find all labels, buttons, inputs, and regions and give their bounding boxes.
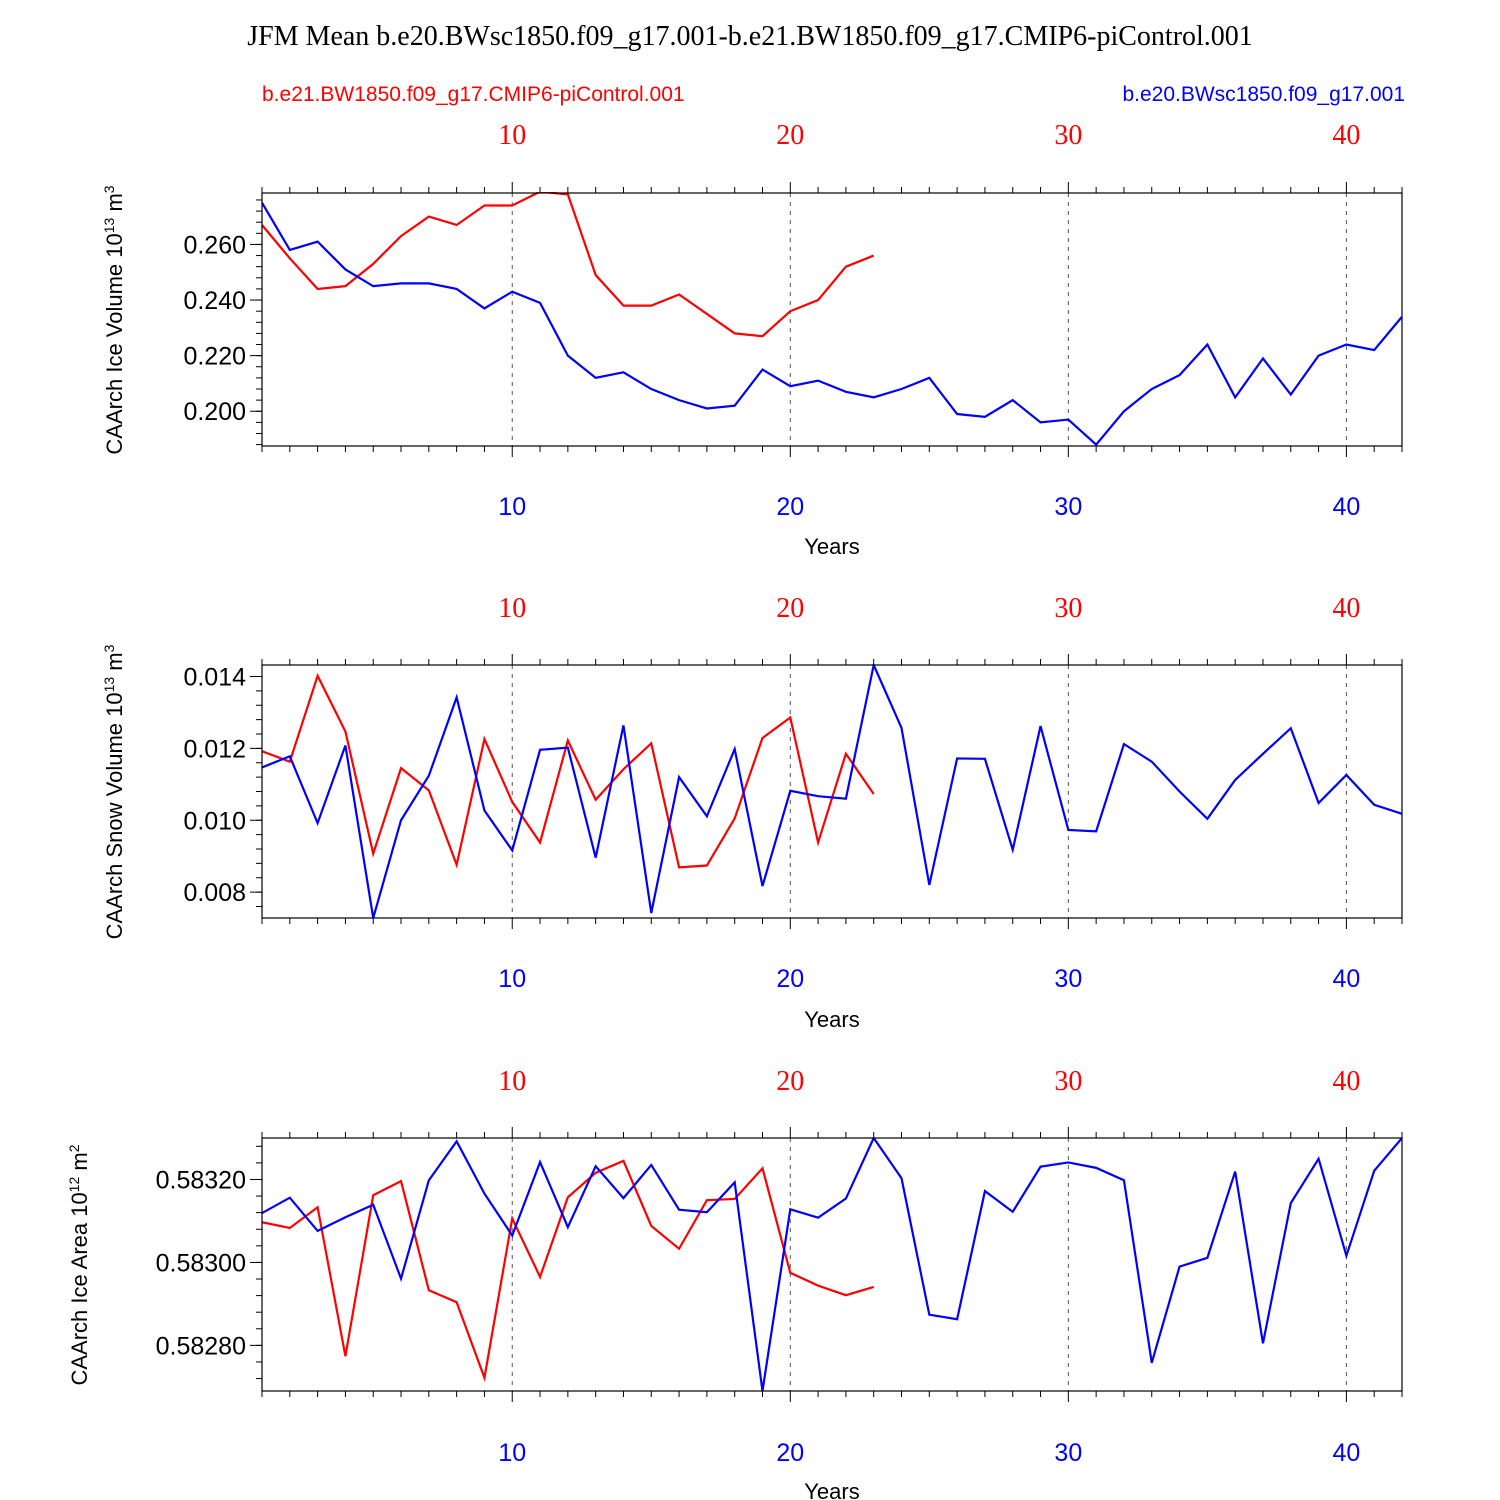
y-axis-label: CAArch Snow Volume 1013 m3 [101, 644, 127, 939]
x-tick-label-bottom: 10 [498, 1439, 526, 1467]
y-tick-label: 0.008 [183, 879, 246, 907]
y-axis-label-part: m [102, 193, 127, 217]
series-line-blue [262, 202, 1402, 447]
x-tick-label-top: 10 [498, 120, 526, 151]
x-tick-label-top: 20 [776, 120, 804, 151]
y-tick-label: 0.220 [183, 343, 246, 371]
y-axis-label-part: CAArch Ice Volume 10 [102, 233, 127, 454]
legend-right-label: b.e20.BWsc1850.f09_g17.001 [1122, 83, 1405, 106]
y-axis-label-superscript: 13 [101, 217, 117, 233]
y-tick-label: 0.58320 [156, 1166, 246, 1194]
x-axis-label: Years [804, 534, 859, 559]
y-axis-label-superscript: 3 [101, 644, 117, 652]
y-tick-label: 0.260 [183, 231, 246, 259]
y-axis-label-part: m [102, 652, 127, 676]
x-tick-label-top: 20 [776, 1066, 804, 1097]
y-axis-label-part: CAArch Ice Area 10 [67, 1192, 92, 1385]
x-tick-label-top: 40 [1332, 593, 1360, 624]
y-axis-label-superscript: 12 [66, 1177, 82, 1193]
legend-left-label: b.e21.BW1850.f09_g17.CMIP6-piControl.001 [262, 83, 685, 106]
chart-panel-2: 0.008 0.010 0.012 0.014 10 10 20 20 30 30 40 40 Year… [101, 593, 1403, 1032]
y-tick-label: 0.014 [183, 664, 246, 692]
x-tick-label-top: 40 [1332, 1066, 1360, 1097]
x-tick-label-bottom: 20 [776, 965, 804, 993]
x-tick-label-bottom: 20 [776, 1439, 804, 1467]
x-tick-label-top: 30 [1054, 1066, 1082, 1097]
y-axis-label: CAArch Ice Area 1012 m2 [66, 1144, 92, 1385]
y-axis-label-superscript: 2 [66, 1144, 82, 1152]
x-tick-label-bottom: 10 [498, 493, 526, 521]
y-tick-label: 0.240 [183, 287, 246, 315]
x-tick-label-bottom: 20 [776, 493, 804, 521]
series-line-blue [262, 664, 1402, 919]
x-tick-label-bottom: 30 [1054, 965, 1082, 993]
series-line-red [262, 672, 875, 869]
y-axis-label-superscript: 13 [101, 677, 117, 693]
y-axis-label-part: m [67, 1152, 92, 1176]
panels: 0.200 0.220 0.240 0.260 10 10 20 20 30 30 40 40 Year… [66, 120, 1403, 1500]
x-tick-label-bottom: 30 [1054, 1439, 1082, 1467]
figure-title: JFM Mean b.e20.BWsc1850.f09_g17.001-b.e2… [247, 21, 1253, 52]
x-tick-label-top: 10 [498, 1066, 526, 1097]
plot-frame [261, 664, 1403, 919]
x-tick-label-bottom: 40 [1332, 965, 1360, 993]
chart-panel-1: 0.200 0.220 0.240 0.260 10 10 20 20 30 30 40 40 Year… [101, 120, 1403, 559]
y-axis-label-part: CAArch Snow Volume 10 [102, 692, 127, 939]
x-tick-label-top: 30 [1054, 120, 1082, 151]
x-tick-label-bottom: 30 [1054, 493, 1082, 521]
series-line-red [262, 192, 875, 338]
y-axis-label-superscript: 3 [101, 185, 117, 193]
y-tick-label: 0.58280 [156, 1332, 246, 1360]
y-axis-label: CAArch Ice Volume 1013 m3 [101, 185, 127, 454]
x-axis-label: Years [804, 1479, 859, 1500]
x-tick-label-top: 40 [1332, 120, 1360, 151]
series-line-blue [262, 1137, 1402, 1392]
plot-frame [261, 192, 1403, 447]
y-tick-label: 0.200 [183, 398, 246, 426]
x-tick-label-bottom: 40 [1332, 493, 1360, 521]
plot-frame [261, 1137, 1403, 1392]
x-tick-label-top: 30 [1054, 593, 1082, 624]
series-line-red [262, 1159, 875, 1382]
x-tick-label-top: 20 [776, 593, 804, 624]
x-tick-label-bottom: 10 [498, 965, 526, 993]
chart-panel-3: 0.58280 0.58300 0.58320 10 10 20 20 30 30 40 40 Yea… [66, 1066, 1403, 1500]
x-axis-label: Years [804, 1007, 859, 1032]
x-tick-label-top: 10 [498, 593, 526, 624]
y-tick-label: 0.58300 [156, 1249, 246, 1277]
x-tick-label-bottom: 40 [1332, 1439, 1360, 1467]
y-tick-label: 0.010 [183, 807, 246, 835]
y-tick-label: 0.012 [183, 735, 246, 763]
